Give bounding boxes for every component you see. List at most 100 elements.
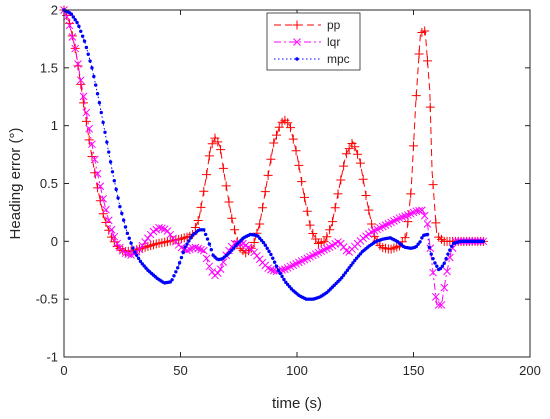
series-marker-mpc [88, 59, 92, 63]
series-marker-mpc [75, 20, 79, 25]
series-marker-pp [322, 232, 332, 242]
series-marker-mpc [442, 261, 446, 266]
series-marker-pp [358, 174, 368, 184]
series-marker-mpc [114, 187, 118, 192]
series-marker-lqr [158, 224, 166, 233]
series-marker-lqr [99, 194, 107, 203]
series-marker-mpc [450, 244, 454, 249]
series-marker-mpc [272, 260, 277, 264]
series-marker-pp [199, 186, 209, 196]
x-axis-label: time (s) [272, 395, 322, 412]
series-marker-mpc [276, 268, 281, 272]
series-marker-mpc [69, 12, 74, 16]
series-marker-mpc [341, 273, 346, 277]
series-marker-lqr [65, 21, 74, 30]
series-marker-lqr [401, 212, 409, 220]
series-marker-mpc [271, 256, 275, 260]
series-marker-mpc [440, 264, 445, 268]
series-marker-mpc [134, 253, 139, 257]
x-tick-label: 200 [519, 363, 541, 378]
series-marker-mpc [416, 242, 420, 246]
legend-marker-lqr [293, 38, 301, 46]
series-marker-pp [425, 102, 435, 112]
series-marker-mpc [108, 160, 113, 164]
series-marker-pp [302, 206, 312, 216]
series-marker-lqr [440, 283, 449, 292]
series-marker-pp [361, 190, 371, 200]
series-marker-mpc [207, 242, 212, 246]
series-marker-lqr [267, 265, 275, 274]
series-marker-pp [260, 187, 270, 197]
series-marker-pp [420, 26, 430, 36]
series-marker-pp [285, 123, 295, 133]
series-marker-lqr [107, 225, 116, 234]
series-marker-lqr [434, 301, 443, 309]
series-marker-lqr [82, 108, 91, 117]
y-tick-label: 2 [51, 3, 58, 18]
x-tick-label: 150 [403, 363, 425, 378]
series-marker-mpc [118, 204, 122, 209]
series-marker-mpc [77, 24, 81, 29]
series-marker-pp [79, 98, 89, 108]
series-marker-mpc [203, 232, 208, 237]
series-marker-pp [319, 237, 329, 247]
series-marker-mpc [280, 274, 284, 279]
series-marker-pp [202, 170, 212, 180]
series-marker-pp [364, 205, 374, 215]
series-marker-lqr [432, 292, 440, 301]
series-marker-lqr [74, 60, 82, 68]
series-marker-mpc [110, 170, 115, 174]
series-marker-pp [269, 138, 279, 148]
series-marker-lqr [443, 267, 451, 276]
series-marker-mpc [90, 66, 94, 70]
series-marker-lqr [113, 239, 121, 248]
series-marker-lqr [202, 254, 211, 263]
series-marker-pp [218, 163, 228, 173]
series-marker-mpc [176, 266, 180, 270]
series-marker-pp [193, 216, 203, 226]
series-marker-mpc [282, 277, 286, 282]
series-marker-pp [355, 158, 365, 168]
series-marker-mpc [205, 237, 210, 241]
series-marker-pp [411, 91, 421, 101]
series-marker-mpc [129, 241, 133, 245]
series-marker-mpc [202, 228, 206, 232]
series-mpc [62, 8, 486, 301]
series-marker-pp [308, 228, 318, 238]
series-marker-pp [84, 135, 94, 145]
series-marker-mpc [101, 120, 105, 125]
x-tick-label: 100 [286, 363, 308, 378]
series-marker-pp [414, 49, 424, 59]
series-marker-mpc [183, 245, 187, 249]
series-marker-mpc [446, 252, 450, 256]
series-marker-mpc [189, 236, 193, 240]
series-marker-mpc [71, 15, 76, 19]
series-marker-mpc [425, 232, 430, 237]
series-marker-pp [266, 154, 276, 164]
series-marker-lqr [138, 241, 147, 250]
series-marker-mpc [93, 83, 98, 87]
series-marker-mpc [438, 266, 443, 271]
series-marker-mpc [278, 271, 282, 276]
series-marker-mpc [265, 246, 269, 250]
series-marker-lqr [423, 220, 432, 228]
series-marker-mpc [185, 242, 189, 246]
series-marker-lqr [104, 216, 113, 225]
series-marker-mpc [187, 239, 191, 243]
series-layer [59, 5, 488, 309]
series-marker-lqr [88, 140, 96, 149]
legend: pp lqr mpc [266, 12, 361, 71]
x-axis: 0 50 100 150 200 [60, 10, 541, 378]
series-marker-pp [333, 189, 343, 199]
series-marker-pp [98, 209, 108, 219]
series-marker-pp [431, 218, 441, 228]
series-marker-pp [76, 79, 86, 89]
series-marker-pp [271, 130, 281, 140]
series-marker-lqr [93, 169, 102, 178]
series-pp [59, 5, 488, 258]
series-marker-mpc [99, 110, 103, 115]
series-marker-mpc [418, 240, 422, 244]
series-marker-mpc [105, 140, 109, 144]
series-marker-lqr [398, 213, 407, 222]
